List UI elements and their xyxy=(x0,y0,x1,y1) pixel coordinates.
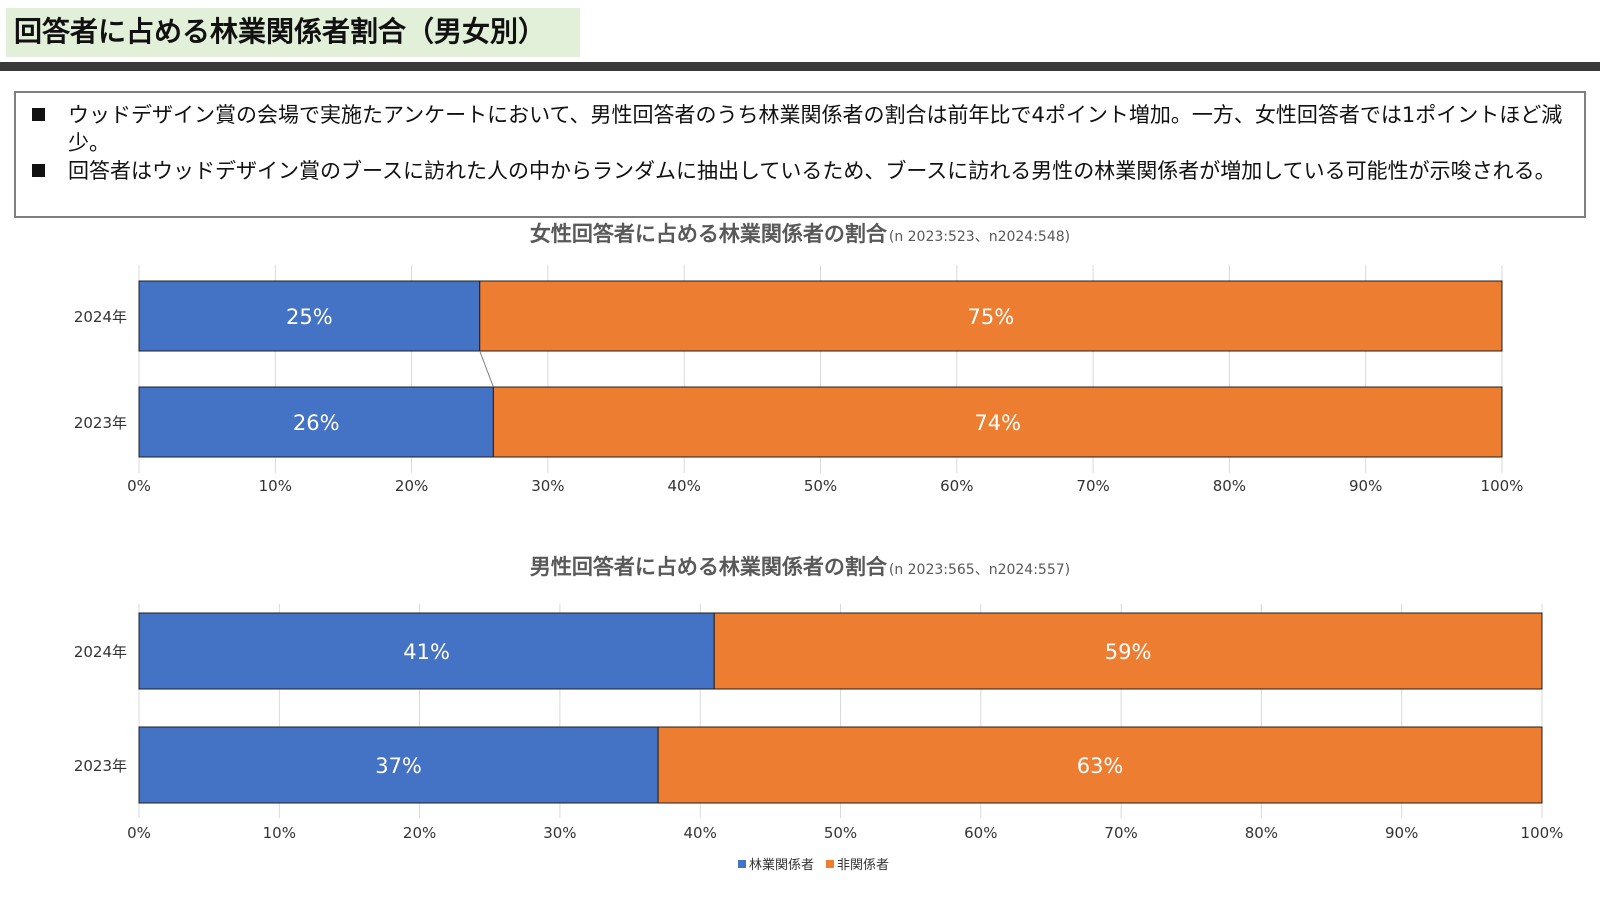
chart-title-main: 女性回答者に占める林業関係者の割合 xyxy=(530,222,888,246)
x-tick-label: 80% xyxy=(1245,824,1278,842)
legend-swatch xyxy=(826,860,834,868)
legend-swatch xyxy=(738,860,746,868)
chart-legend: 林業関係者 非関係者 xyxy=(738,857,889,873)
chart-sample-size: (n 2023:565、n2024:557) xyxy=(889,562,1070,578)
data-label: 63% xyxy=(1077,754,1124,778)
x-tick-label: 100% xyxy=(1521,824,1564,842)
summary-list: ウッドデザイン賞の会場で実施たアンケートにおいて、男性回答者のうち林業関係者の割… xyxy=(30,101,1566,185)
data-label: 75% xyxy=(968,305,1015,329)
chart-title: 女性回答者に占める林業関係者の割合 (n 2023:523、n2024:548) xyxy=(530,222,1070,246)
x-tick-label: 50% xyxy=(824,824,857,842)
bar-segment xyxy=(138,280,481,352)
square-bullet-icon xyxy=(32,108,45,121)
summary-box: ウッドデザイン賞の会場で実施たアンケートにおいて、男性回答者のうち林業関係者の割… xyxy=(14,91,1586,218)
bar-segment xyxy=(479,280,1503,352)
data-label: 25% xyxy=(286,305,333,329)
series-line xyxy=(479,350,494,388)
x-tick-label: 10% xyxy=(259,477,292,495)
category-label: 2023年 xyxy=(74,414,127,432)
category-label: 2024年 xyxy=(74,308,127,326)
summary-bullet-text: 回答者はウッドデザイン賞のブースに訪れた人の中からランダムに抽出しているため、ブ… xyxy=(68,159,1556,183)
data-label: 74% xyxy=(974,411,1021,435)
category-label: 2023年 xyxy=(74,757,127,775)
x-tick-label: 60% xyxy=(940,477,973,495)
female-chart: 女性回答者に占める林業関係者の割合 (n 2023:523、n2024:548) 0… xyxy=(74,222,1524,495)
data-label: 26% xyxy=(293,411,340,435)
summary-bullet: 回答者はウッドデザイン賞のブースに訪れた人の中からランダムに抽出しているため、ブ… xyxy=(30,157,1566,185)
legend-label: 林業関係者 xyxy=(749,857,814,873)
square-bullet-icon xyxy=(32,164,45,177)
chart-title-main: 男性回答者に占める林業関係者の割合 xyxy=(530,555,888,579)
x-tick-label: 30% xyxy=(531,477,564,495)
data-label: 37% xyxy=(375,754,422,778)
x-tick-label: 0% xyxy=(127,824,151,842)
x-tick-label: 80% xyxy=(1213,477,1246,495)
x-tick-label: 90% xyxy=(1349,477,1382,495)
x-tick-label: 50% xyxy=(804,477,837,495)
x-tick-label: 70% xyxy=(1076,477,1109,495)
x-tick-label: 70% xyxy=(1104,824,1137,842)
data-label: 41% xyxy=(403,640,450,664)
bar-segment xyxy=(138,386,494,458)
x-tick-label: 0% xyxy=(127,477,151,495)
summary-bullet: ウッドデザイン賞の会場で実施たアンケートにおいて、男性回答者のうち林業関係者の割… xyxy=(30,101,1566,157)
category-label: 2024年 xyxy=(74,643,127,661)
title-divider xyxy=(0,62,1600,71)
bar-segment xyxy=(713,612,1543,690)
bar-segment xyxy=(657,726,1543,804)
bar-segment xyxy=(492,386,1503,458)
legend-label: 非関係者 xyxy=(837,858,889,873)
x-tick-label: 60% xyxy=(964,824,997,842)
slide-title: 回答者に占める林業関係者割合（男女別） xyxy=(6,8,580,57)
male-chart: 男性回答者に占める林業関係者の割合 (n 2023:565、n2024:557) 0… xyxy=(74,555,1564,842)
x-tick-label: 20% xyxy=(395,477,428,495)
x-tick-label: 40% xyxy=(668,477,701,495)
x-tick-label: 40% xyxy=(684,824,717,842)
chart-title: 男性回答者に占める林業関係者の割合 (n 2023:565、n2024:557) xyxy=(530,555,1070,579)
data-label: 59% xyxy=(1105,640,1152,664)
x-tick-label: 90% xyxy=(1385,824,1418,842)
x-tick-label: 30% xyxy=(543,824,576,842)
bar-segment xyxy=(138,612,715,690)
x-tick-label: 10% xyxy=(263,824,296,842)
x-tick-label: 100% xyxy=(1481,477,1524,495)
x-tick-label: 20% xyxy=(403,824,436,842)
chart-sample-size: (n 2023:523、n2024:548) xyxy=(889,229,1070,245)
summary-bullet-text: ウッドデザイン賞の会場で実施たアンケートにおいて、男性回答者のうち林業関係者の割… xyxy=(68,103,1563,155)
